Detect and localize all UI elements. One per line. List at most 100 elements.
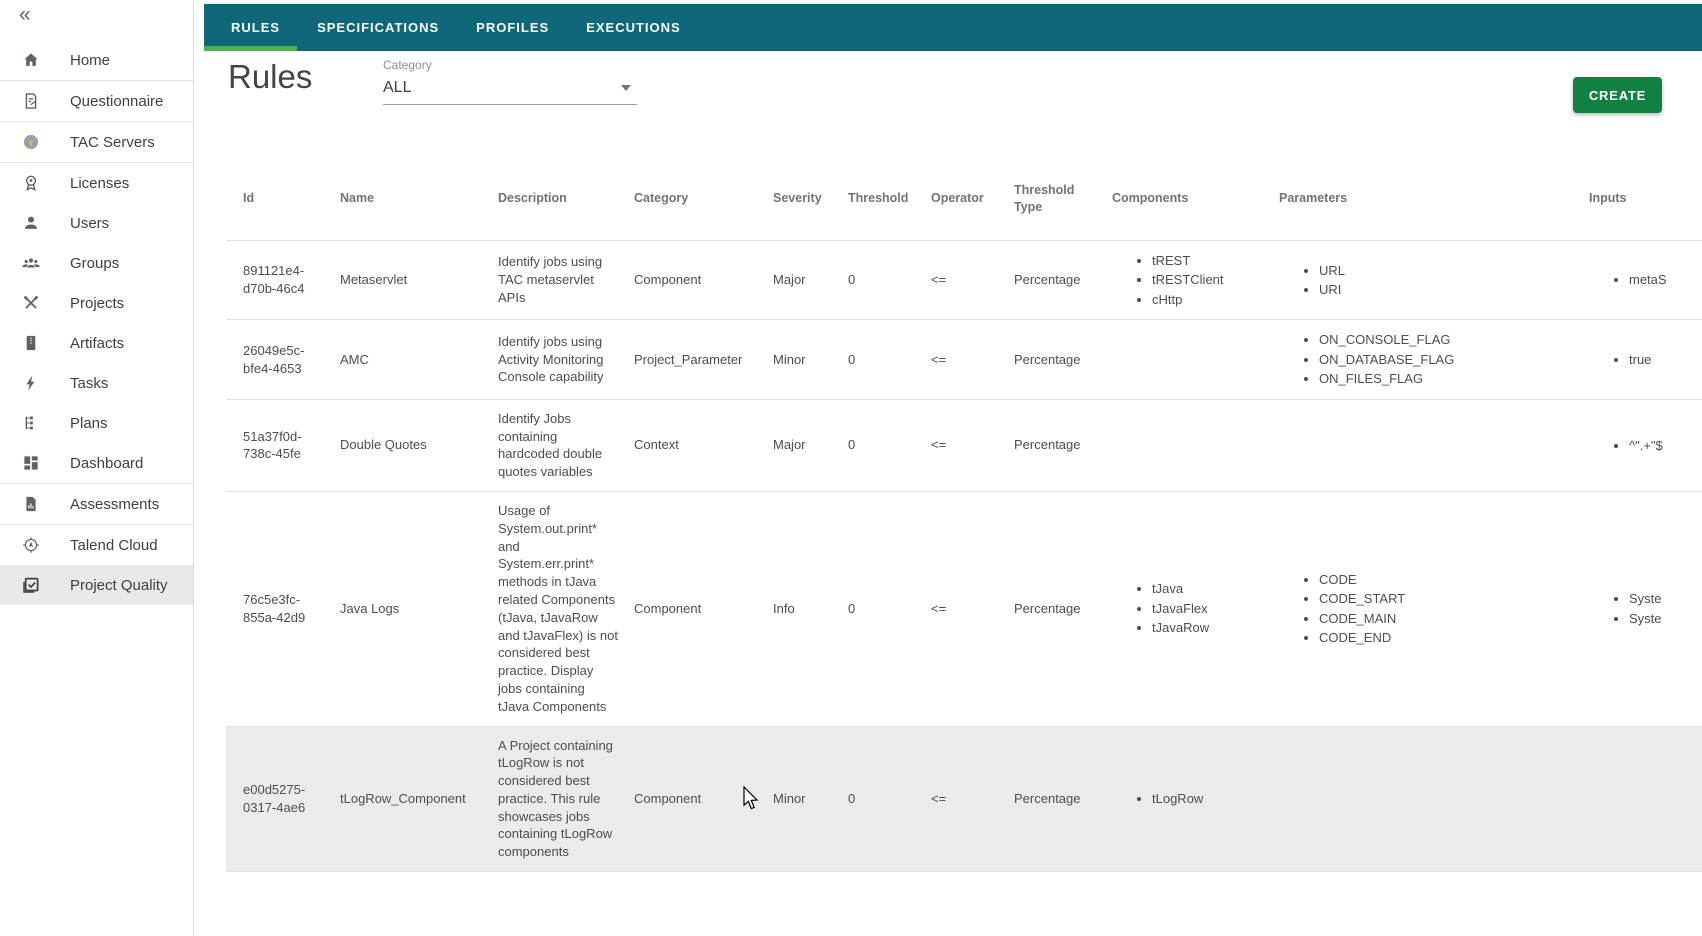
- col-header-description: Description: [498, 156, 634, 241]
- rules-table: Id Name Description Category Severity Thresho…: [226, 156, 1702, 873]
- cell-operator: <=: [931, 319, 1014, 400]
- category-label: Category: [383, 58, 432, 72]
- sidebar-item-tasks[interactable]: Tasks: [0, 363, 193, 403]
- col-header-threshold-type: Threshold Type: [1014, 156, 1112, 241]
- sidebar-item-projects[interactable]: Projects: [0, 283, 193, 323]
- sidebar-item-label: Project Quality: [70, 576, 168, 594]
- cell-parameters: CODECODE_STARTCODE_MAINCODE_END: [1279, 491, 1589, 727]
- cell-parameters: ON_CONSOLE_FLAGON_DATABASE_FLAGON_FILES_…: [1279, 319, 1589, 400]
- collapse-sidebar-icon[interactable]: «: [19, 3, 31, 26]
- sidebar: « Home Questionnaire t TAC Servers Licenses U…: [0, 0, 194, 936]
- talend-cloud-icon: [20, 534, 42, 556]
- cell-description: Usage of System.out.print* and System.er…: [498, 491, 634, 727]
- sidebar-item-licenses[interactable]: Licenses: [0, 162, 193, 203]
- parameter-item: CODE_END: [1319, 628, 1573, 648]
- sidebar-item-label: Assessments: [70, 495, 160, 513]
- cell-threshold-type: Percentage: [1014, 399, 1112, 492]
- table-row[interactable]: 51a37f0d-738c-45fe Double Quotes Identify …: [226, 399, 1702, 492]
- cell-id: 891121e4-d70b-46c4: [226, 240, 340, 321]
- cell-severity: Major: [773, 240, 848, 321]
- cell-description: Identify jobs using Activity Monitoring …: [498, 319, 634, 400]
- cell-name: Java Logs: [340, 491, 498, 727]
- cell-name: AMC: [340, 319, 498, 400]
- table-row[interactable]: 26049e5c-bfe4-4653 AMC Identify jobs using…: [226, 319, 1702, 400]
- table-header-row: Id Name Description Category Severity Thresho…: [226, 156, 1702, 241]
- sidebar-item-users[interactable]: Users: [0, 203, 193, 243]
- cell-category: Component: [634, 491, 773, 727]
- cell-inputs: [1589, 726, 1702, 873]
- sidebar-item-project-quality[interactable]: Project Quality: [0, 565, 193, 605]
- cell-threshold-type: Percentage: [1014, 240, 1112, 321]
- tab-specifications[interactable]: SPECIFICATIONS: [317, 20, 440, 35]
- cell-description: Identify Jobs containing hardcoded doubl…: [498, 399, 634, 492]
- top-tab-bar: RULES SPECIFICATIONS PROFILES EXECUTIONS: [204, 4, 1702, 51]
- cell-id: 51a37f0d-738c-45fe: [226, 399, 340, 492]
- cell-name: Double Quotes: [340, 399, 498, 492]
- cell-inputs: metaS: [1589, 240, 1702, 321]
- input-item: Syste: [1629, 609, 1702, 629]
- home-icon: [20, 49, 42, 71]
- table-row[interactable]: e00d5275-0317-4ae6 tLogRow_Component A Pro…: [226, 726, 1702, 873]
- cell-operator: <=: [931, 399, 1014, 492]
- sidebar-item-talend-cloud[interactable]: Talend Cloud: [0, 524, 193, 565]
- parameter-item: URL: [1319, 261, 1573, 281]
- chevron-down-icon: [621, 85, 631, 91]
- create-button[interactable]: CREATE: [1573, 77, 1662, 113]
- sidebar-item-label: Tasks: [70, 374, 109, 392]
- questionnaire-icon: [20, 90, 42, 112]
- col-header-name: Name: [340, 156, 498, 241]
- component-item: cHttp: [1152, 290, 1263, 310]
- sidebar-nav: Home Questionnaire t TAC Servers Licenses Use…: [0, 40, 193, 605]
- cell-category: Project_Parameter: [634, 319, 773, 400]
- cell-threshold: 0: [848, 399, 931, 492]
- cell-description: Identify jobs using TAC metaservlet APIs: [498, 240, 634, 321]
- cell-inputs: SysteSyste: [1589, 491, 1702, 727]
- sidebar-item-groups[interactable]: Groups: [0, 243, 193, 283]
- parameter-item: ON_DATABASE_FLAG: [1319, 350, 1573, 370]
- component-item: tJavaRow: [1152, 618, 1263, 638]
- cell-parameters: [1279, 726, 1589, 873]
- tab-executions[interactable]: EXECUTIONS: [586, 20, 681, 35]
- cell-description: A Project containing tLogRow is not cons…: [498, 726, 634, 873]
- table-row[interactable]: 76c5e3fc-855a-42d9 Java Logs Usage of Syst…: [226, 491, 1702, 727]
- cell-threshold-type: Percentage: [1014, 726, 1112, 873]
- tab-profiles[interactable]: PROFILES: [476, 20, 550, 35]
- dashboard-icon: [20, 452, 42, 474]
- rules-table-wrap: Id Name Description Category Severity Thresho…: [226, 156, 1702, 873]
- users-icon: [20, 212, 42, 234]
- cell-name: Metaservlet: [340, 240, 498, 321]
- sidebar-item-tac-servers[interactable]: t TAC Servers: [0, 121, 193, 162]
- category-select[interactable]: Category ALL: [383, 58, 637, 105]
- cell-threshold-type: Percentage: [1014, 319, 1112, 400]
- component-item: tRESTClient: [1152, 270, 1263, 290]
- sidebar-item-home[interactable]: Home: [0, 40, 193, 80]
- cell-components: [1112, 319, 1279, 400]
- tab-rules[interactable]: RULES: [231, 20, 281, 35]
- sidebar-item-label: Groups: [70, 254, 120, 272]
- cell-components: tJavatJavaFlextJavaRow: [1112, 491, 1279, 727]
- sidebar-item-label: Users: [70, 214, 110, 232]
- cell-threshold: 0: [848, 491, 931, 727]
- cell-category: Component: [634, 726, 773, 873]
- cell-id: e00d5275-0317-4ae6: [226, 726, 340, 873]
- sidebar-item-label: TAC Servers: [70, 133, 155, 151]
- svg-text:t: t: [29, 137, 33, 149]
- cell-threshold: 0: [848, 240, 931, 321]
- tasks-icon: [20, 372, 42, 394]
- plans-icon: [20, 412, 42, 434]
- cell-threshold: 0: [848, 319, 931, 400]
- sidebar-item-artifacts[interactable]: Artifacts: [0, 323, 193, 363]
- sidebar-item-questionnaire[interactable]: Questionnaire: [0, 80, 193, 121]
- input-item: metaS: [1629, 270, 1702, 290]
- cell-severity: Minor: [773, 726, 848, 873]
- cell-severity: Info: [773, 491, 848, 727]
- cell-category: Component: [634, 240, 773, 321]
- col-header-category: Category: [634, 156, 773, 241]
- sidebar-item-assessments[interactable]: Assessments: [0, 483, 193, 524]
- component-item: tJavaFlex: [1152, 599, 1263, 619]
- col-header-components: Components: [1112, 156, 1279, 241]
- sidebar-item-plans[interactable]: Plans: [0, 403, 193, 443]
- sidebar-item-dashboard[interactable]: Dashboard: [0, 443, 193, 483]
- table-row[interactable]: 891121e4-d70b-46c4 Metaservlet Identify jo…: [226, 240, 1702, 321]
- groups-icon: [20, 252, 42, 274]
